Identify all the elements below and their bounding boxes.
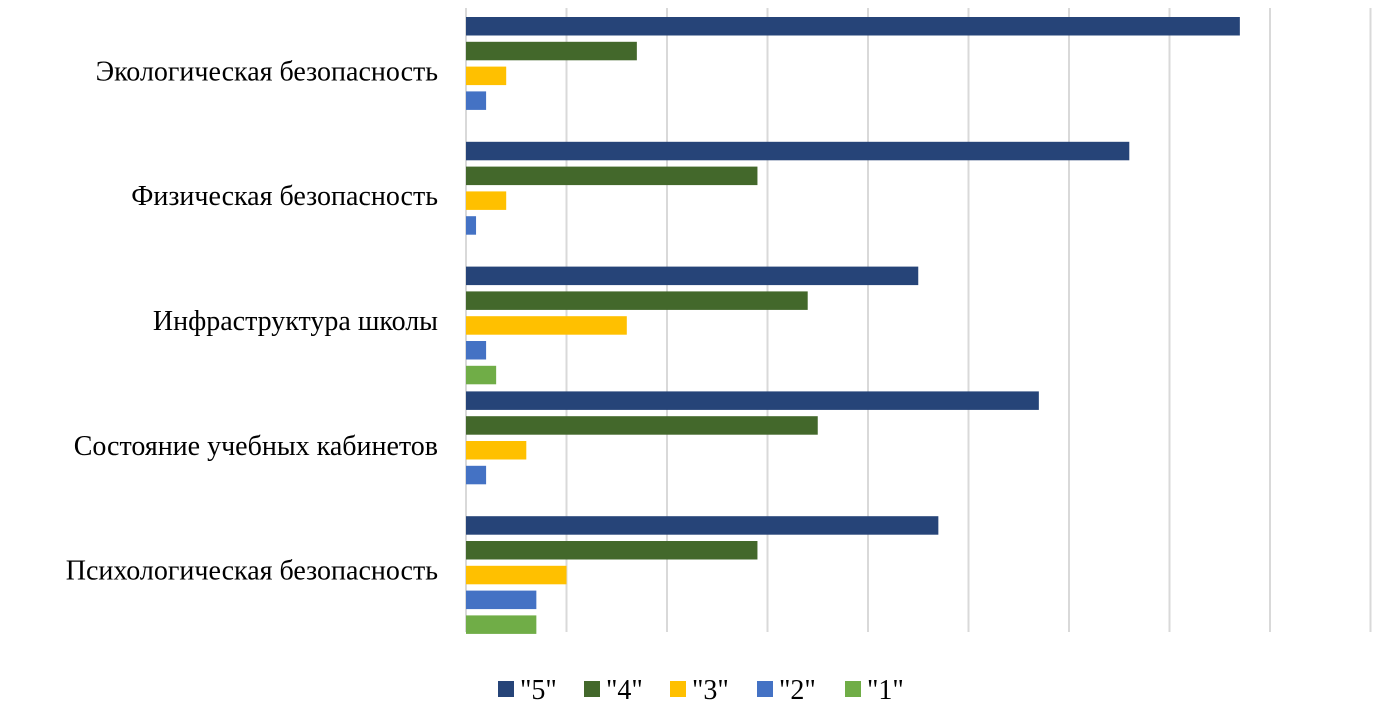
bar-cat2-series0 xyxy=(466,266,919,286)
legend: "5" "4" "3" "2" "1" xyxy=(498,675,904,706)
bar-cat0-series2 xyxy=(466,66,507,86)
category-label: Психологическая безопасность xyxy=(66,556,438,587)
bar-cat2-series4 xyxy=(466,365,497,385)
bar-cat1-series1 xyxy=(466,166,758,186)
bar-cat2-series2 xyxy=(466,316,627,335)
legend-label-0: "5" xyxy=(520,675,557,706)
bar-cat4-series3 xyxy=(466,590,537,610)
legend-label-4: "1" xyxy=(867,675,904,706)
bar-cat1-series0 xyxy=(466,141,1130,161)
bar-cat0-series3 xyxy=(466,91,487,110)
legend-swatch-0 xyxy=(498,681,514,697)
bar-cat0-series0 xyxy=(466,17,1240,36)
category-label: Экологическая безопасность xyxy=(96,56,438,87)
bar-cat3-series1 xyxy=(466,416,818,435)
legend-label-3: "2" xyxy=(779,675,816,706)
gridlines xyxy=(465,8,1372,632)
legend-swatch-4 xyxy=(845,681,861,697)
bar-cat0-series1 xyxy=(466,41,637,61)
category-label: Инфраструктура школы xyxy=(153,306,438,337)
bar-cat1-series2 xyxy=(466,191,507,210)
bar-cat2-series3 xyxy=(466,341,487,360)
bar-cat2-series1 xyxy=(466,291,808,310)
legend-swatch-3 xyxy=(757,681,773,697)
category-label: Состояние учебных кабинетов xyxy=(74,431,438,462)
bar-cat4-series2 xyxy=(466,565,567,585)
category-labels: Экологическая безопасность Физическая без… xyxy=(66,56,438,586)
category-label: Физическая безопасность xyxy=(131,181,438,212)
bar-cat4-series0 xyxy=(466,516,939,535)
bar-cat1-series3 xyxy=(466,216,477,235)
bars xyxy=(466,17,1240,634)
bar-cat4-series4 xyxy=(466,615,537,634)
bar-cat3-series3 xyxy=(466,465,487,485)
bar-cat4-series1 xyxy=(466,541,758,560)
legend-label-1: "4" xyxy=(606,675,643,706)
legend-swatch-2 xyxy=(670,681,686,697)
bar-cat3-series0 xyxy=(466,391,1039,410)
legend-swatch-1 xyxy=(584,681,600,697)
bar-cat3-series2 xyxy=(466,441,527,460)
legend-label-2: "3" xyxy=(692,675,729,706)
